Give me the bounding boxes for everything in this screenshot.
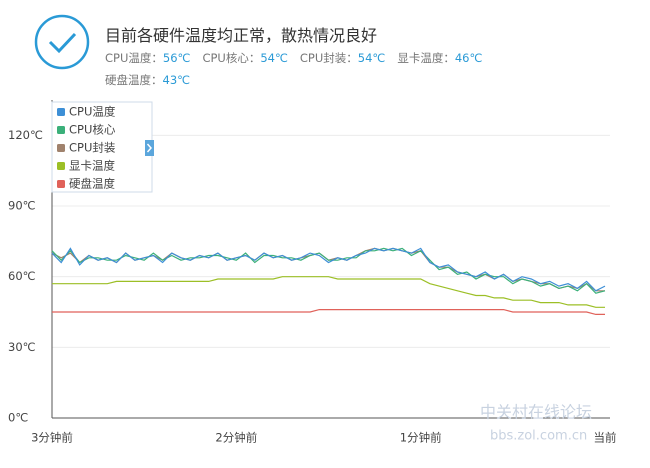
reading-value: 46℃ — [454, 51, 483, 65]
series-line — [51, 247, 605, 292]
readings: CPU温度：56℃ CPU核心：54℃ CPU封装：54℃ 显卡温度：46℃ 硬盘温度：… — [105, 47, 515, 91]
y-tick-label: 30℃ — [8, 340, 36, 354]
reading: CPU核心：54℃ — [202, 47, 287, 69]
reading-value: 43℃ — [162, 73, 191, 87]
legend-swatch — [57, 180, 65, 188]
x-tick-label: 3分钟前 — [31, 431, 73, 445]
reading: 硬盘温度：43℃ — [105, 69, 190, 91]
legend-swatch — [57, 126, 65, 134]
reading-value: 54℃ — [260, 51, 288, 65]
legend-toggle[interactable] — [145, 140, 154, 156]
status-title: 目前各硬件温度均正常，散热情况良好 — [105, 26, 378, 45]
legend-label: 硬盘温度 — [69, 177, 115, 191]
reading-label: 显卡温度： — [397, 51, 455, 65]
reading: CPU温度：56℃ — [105, 47, 190, 69]
legend-label: CPU核心 — [69, 123, 116, 137]
status-icon — [34, 14, 90, 70]
reading-label: CPU温度： — [105, 51, 163, 65]
y-tick-label: 90℃ — [8, 199, 36, 213]
legend-swatch — [57, 162, 65, 170]
legend-toggle-arrow — [146, 143, 152, 153]
y-tick-label: 60℃ — [8, 269, 36, 283]
legend-swatch — [57, 144, 65, 152]
check-mark — [48, 32, 77, 54]
reading-label: CPU封装： — [299, 51, 358, 65]
watermark: 中关村在线论坛 — [480, 403, 592, 422]
y-tick-label: 120℃ — [8, 128, 43, 142]
reading-label: 硬盘温度： — [105, 73, 163, 87]
series-line — [51, 247, 606, 292]
x-tick-label: 1分钟前 — [400, 431, 442, 445]
series-line — [52, 276, 605, 308]
legend-box — [51, 101, 153, 193]
legend-label: CPU封装 — [69, 141, 116, 155]
watermark: bbs.zol.com.cn — [490, 429, 587, 444]
series-line — [51, 247, 606, 294]
legend-label: 显卡温度 — [69, 159, 115, 173]
x-tick-label: 当前 — [594, 431, 617, 445]
y-tick-label: 0℃ — [8, 411, 28, 425]
reading-value: 56℃ — [162, 51, 191, 65]
reading-label: CPU核心： — [202, 51, 261, 65]
reading: CPU封装：54℃ — [300, 47, 385, 69]
series-line — [52, 309, 605, 315]
reading-value: 54℃ — [357, 51, 386, 65]
x-tick-label: 2分钟前 — [215, 431, 257, 445]
reading: 显卡温度：46℃ — [397, 47, 482, 69]
legend-label: CPU温度 — [69, 105, 116, 119]
legend-swatch — [57, 108, 65, 116]
